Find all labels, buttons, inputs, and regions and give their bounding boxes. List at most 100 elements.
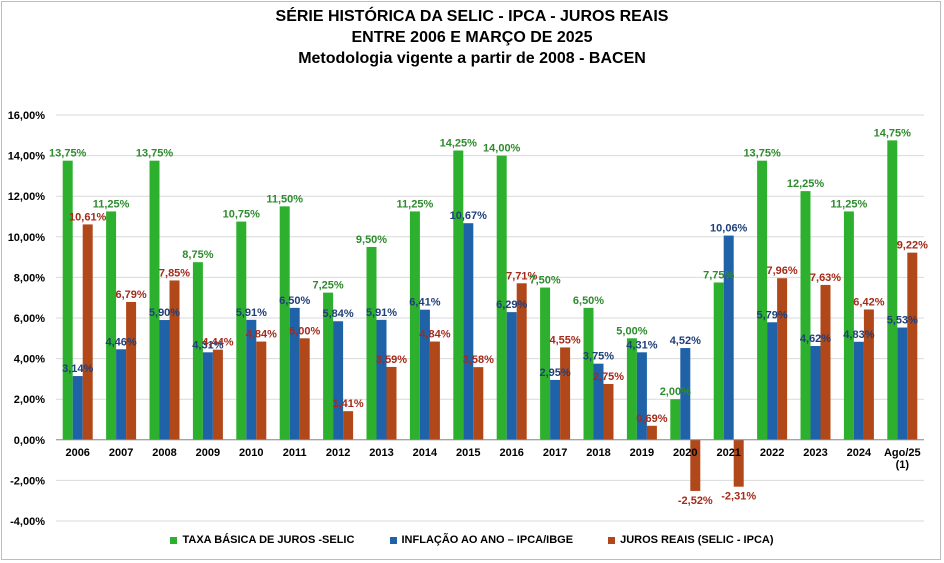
data-label: 13,75% — [49, 148, 87, 160]
data-label: -2,52% — [678, 495, 713, 507]
data-label: 7,50% — [529, 275, 560, 287]
x-tick-label: 2006 — [65, 447, 89, 459]
x-tick-label: 2020 — [673, 447, 697, 459]
data-label: 7,85% — [159, 267, 190, 279]
bar-selic — [887, 140, 898, 440]
y-tick-label: 2,00% — [14, 394, 45, 406]
data-label: 7,63% — [810, 272, 841, 284]
data-label: 12,25% — [787, 178, 825, 190]
data-label: 11,25% — [397, 198, 434, 210]
data-label: 11,25% — [831, 198, 868, 210]
bar-selic — [279, 206, 290, 440]
y-tick-label: -2,00% — [10, 475, 45, 487]
y-tick-label: 8,00% — [14, 272, 45, 284]
bar-ipca — [72, 376, 83, 440]
x-tick-label: 2008 — [152, 447, 176, 459]
y-tick-label: 4,00% — [14, 354, 45, 366]
data-label: 8,75% — [182, 249, 213, 261]
data-label: 5,53% — [887, 315, 918, 327]
x-tick-label: 2015 — [456, 447, 480, 459]
chart-subtitle-1: ENTRE 2006 E MARÇO DE 2025 — [351, 29, 593, 46]
bar-selic — [323, 292, 334, 440]
x-tick-label: 2016 — [499, 447, 523, 459]
data-label: 6,50% — [279, 295, 310, 307]
data-label: 4,44% — [202, 337, 233, 349]
bar-selic — [192, 262, 203, 440]
legend-item-ipca: INFLAÇÃO AO ANO – IPCA/IBGE — [389, 534, 574, 546]
bar-selic — [583, 307, 594, 440]
data-label: 4,83% — [843, 329, 874, 341]
data-label: 9,22% — [897, 240, 928, 252]
bar-selic — [409, 211, 420, 440]
data-label: 0,69% — [636, 413, 667, 425]
data-label: 1,41% — [332, 398, 363, 410]
data-label: 5,00% — [616, 325, 647, 337]
data-label: 5,84% — [322, 308, 353, 320]
data-label: 3,59% — [376, 354, 407, 366]
bar-ipca — [419, 309, 430, 440]
data-label: 5,90% — [149, 307, 180, 319]
y-tick-label: 16,00% — [8, 110, 46, 122]
data-label: 6,50% — [573, 295, 604, 307]
data-label: 4,52% — [670, 335, 701, 347]
data-label: 4,84% — [419, 329, 450, 341]
bar-juros-reais — [429, 341, 440, 440]
data-label: 6,41% — [409, 297, 440, 309]
y-tick-label: 12,00% — [8, 191, 46, 203]
data-label: 4,46% — [105, 336, 136, 348]
x-tick-label: 2009 — [196, 447, 220, 459]
data-label: 9,50% — [356, 234, 387, 246]
legend-label-juros-reais: JUROS REAIS (SELIC - IPCA) — [620, 534, 774, 546]
legend-label-ipca: INFLAÇÃO AO ANO – IPCA/IBGE — [401, 534, 574, 546]
bar-ipca — [636, 352, 647, 440]
bar-selic — [62, 160, 73, 440]
data-label: 4,31% — [192, 339, 223, 351]
data-label: 5,79% — [756, 309, 787, 321]
data-label: 13,75% — [743, 148, 781, 160]
legend-item-selic: TAXA BÁSICA DE JUROS -SELIC — [170, 534, 354, 546]
legend-swatch-juros-reais — [608, 536, 616, 544]
data-label: 7,75% — [703, 269, 734, 281]
legend-item-juros-reais: JUROS REAIS (SELIC - IPCA) — [608, 534, 774, 546]
x-tick-label: (1) — [896, 459, 910, 471]
y-tick-label: 14,00% — [8, 151, 46, 163]
chart-title: SÉRIE HISTÓRICA DA SELIC - IPCA - JUROS … — [275, 8, 669, 25]
bar-ipca — [246, 319, 257, 440]
legend-swatch-ipca — [389, 536, 397, 544]
y-tick-label: -4,00% — [10, 516, 45, 528]
bar-ipca — [159, 320, 170, 440]
bar-selic — [626, 338, 637, 440]
bar-ipca — [723, 235, 734, 440]
bar-selic — [757, 160, 768, 440]
x-tick-label: 2024 — [847, 447, 872, 459]
x-tick-label: 2011 — [283, 447, 307, 459]
y-tick-label: 10,00% — [8, 232, 46, 244]
data-label: 14,00% — [483, 143, 521, 155]
bar-ipca — [202, 352, 213, 440]
data-label: 3,75% — [583, 351, 614, 363]
data-label: 6,79% — [115, 289, 146, 301]
bar-ipca — [897, 327, 908, 440]
bar-juros-reais — [82, 224, 93, 440]
bar-juros-reais — [516, 283, 527, 440]
data-label: 14,25% — [440, 138, 478, 150]
data-label: -2,31% — [721, 491, 756, 503]
legend-swatch-selic — [170, 536, 178, 544]
data-label: 7,25% — [312, 280, 343, 292]
bar-ipca — [289, 307, 300, 440]
x-tick-label: 2019 — [630, 447, 654, 459]
bar-juros-reais — [212, 349, 223, 440]
bar-selic — [800, 191, 811, 440]
bar-juros-reais — [560, 347, 571, 440]
y-tick-label: 6,00% — [14, 313, 45, 325]
x-tick-label: 2007 — [109, 447, 133, 459]
data-label: 4,84% — [246, 329, 277, 341]
data-label: 3,58% — [463, 354, 494, 366]
bar-ipca — [767, 322, 778, 440]
bar-juros-reais — [169, 280, 180, 440]
bar-selic — [540, 287, 551, 440]
x-tick-label: 2023 — [803, 447, 827, 459]
chart-titles: SÉRIE HISTÓRICA DA SELIC - IPCA - JUROS … — [0, 6, 944, 69]
data-label: 2,95% — [539, 367, 570, 379]
